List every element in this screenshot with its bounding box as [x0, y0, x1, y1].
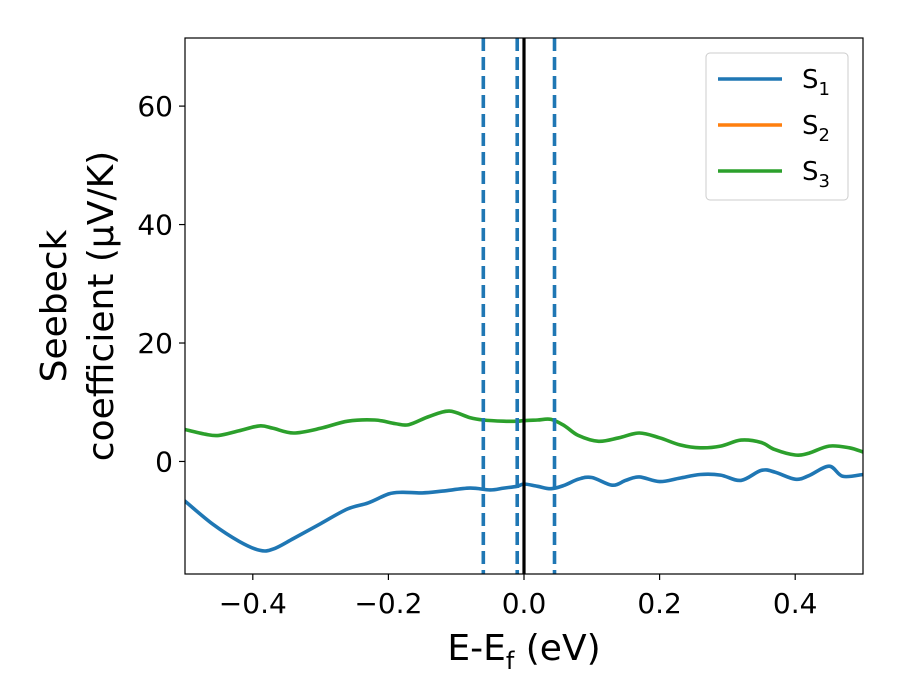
series-line-s3	[185, 409, 863, 457]
legend: S1 S2 S3	[705, 52, 849, 201]
x-tick-label: −0.2	[354, 587, 422, 620]
y-tick-label: 60	[137, 90, 173, 123]
plot-lines	[185, 409, 863, 553]
x-tick-label: 0.4	[773, 587, 818, 620]
legend-label-s2: S2	[802, 111, 830, 146]
y-axis-label: Seebeck coefficient (μV/K)	[34, 151, 122, 461]
y-tick-label: 40	[137, 209, 173, 242]
y-axis-ticks: 0 20 40 60	[137, 90, 185, 478]
x-tick-label: −0.4	[219, 587, 287, 620]
x-axis-label-unit: (eV)	[514, 628, 600, 669]
y-axis-label-line2: coefficient (μV/K)	[81, 151, 122, 461]
x-axis-ticks: −0.4 −0.2 0.0 0.2 0.4	[219, 574, 818, 620]
legend-label-s1: S1	[802, 65, 830, 100]
x-axis-label: E-Ef (eV)	[447, 628, 600, 675]
series-line-s1	[185, 464, 863, 553]
x-axis-label-main: E-E	[447, 628, 505, 669]
x-axis-label-subscript: f	[506, 647, 515, 675]
y-tick-label: 0	[155, 445, 173, 478]
x-tick-label: 0.0	[502, 587, 547, 620]
legend-label-s3: S3	[802, 157, 830, 192]
x-tick-label: 0.2	[637, 587, 682, 620]
y-tick-label: 20	[137, 327, 173, 360]
y-axis-label-line1: Seebeck	[34, 229, 75, 382]
fermi-reference-lines	[481, 38, 557, 574]
